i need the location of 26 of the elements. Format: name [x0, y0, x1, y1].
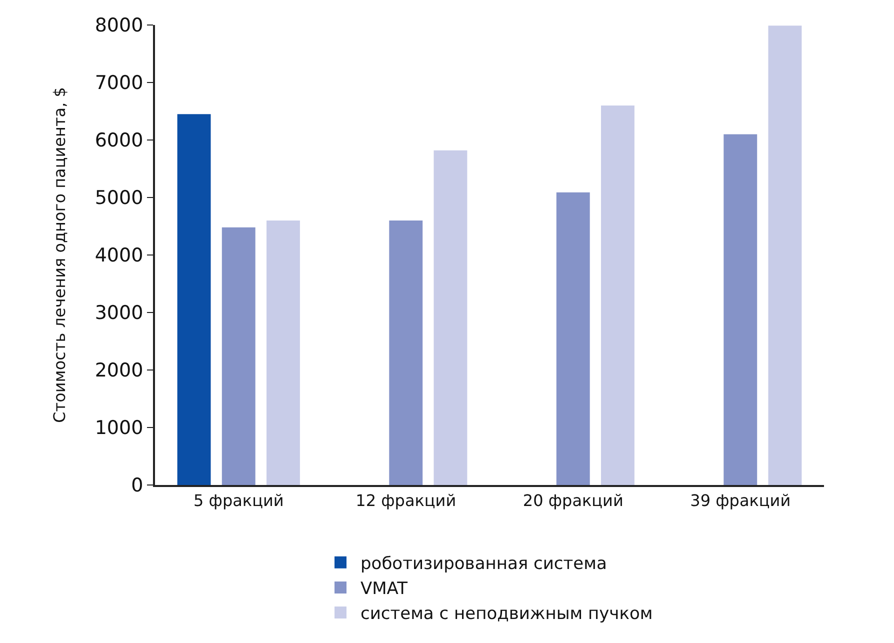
x-tick-label: 5 фракций: [193, 491, 284, 510]
bar: [601, 106, 634, 485]
x-tick-label: 20 фракций: [522, 491, 624, 510]
bar: [434, 150, 468, 485]
bar: [768, 26, 802, 485]
y-tick-label: 0: [131, 474, 144, 497]
y-tick-label: 7000: [94, 72, 144, 94]
bar: [724, 134, 758, 485]
y-tick-label: 4000: [94, 244, 144, 267]
legend-label: роботизированная система: [360, 554, 607, 574]
y-tick-label: 2000: [94, 360, 144, 382]
y-tick-label: 5000: [94, 187, 144, 210]
legend-label: VMAT: [360, 579, 408, 600]
legend-label: система с неподвижным пучком: [360, 604, 653, 624]
x-tick-label: 39 фракций: [690, 491, 791, 510]
y-axis-title: Стоимость лечения одного пациента, $: [50, 87, 70, 423]
bar: [389, 220, 423, 485]
y-tick-label: 6000: [94, 130, 144, 152]
x-tick-label: 12 фракций: [356, 491, 456, 510]
y-tick-label: 8000: [94, 14, 144, 37]
bar: [266, 220, 300, 485]
bar: [177, 114, 211, 485]
bar: [222, 227, 256, 485]
bar: [556, 192, 590, 485]
y-tick-label: 3000: [94, 302, 144, 324]
y-tick-label: 1000: [94, 417, 144, 440]
